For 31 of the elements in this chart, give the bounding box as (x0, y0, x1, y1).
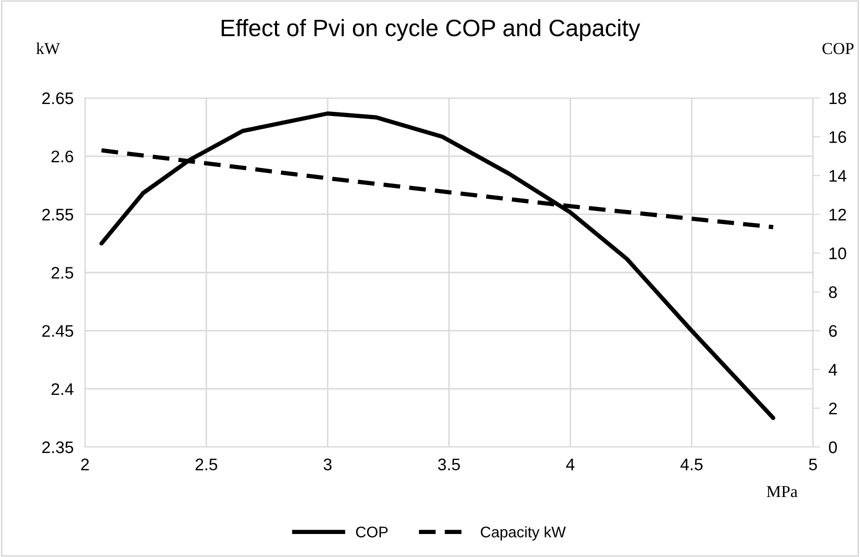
x-tick-label: 3 (324, 458, 332, 470)
x-tick-label: 4.5 (680, 458, 703, 470)
y-tick-label: 2.55 (42, 208, 74, 221)
chart-title: Effect of Pvi on cycle COP and Capacity (222, 18, 640, 42)
x-tick-label: 2.5 (196, 458, 218, 470)
y-tick-label: 2.35 (42, 441, 74, 454)
y2-tick-label: 4 (828, 364, 838, 376)
y-tick-label: 2.5 (52, 266, 74, 279)
legend-label: COP (356, 526, 388, 538)
y2-tick-label: 6 (829, 325, 837, 337)
y2-tick-label: 14 (830, 170, 846, 182)
y2-tick-label: 2 (829, 402, 837, 414)
y-tick-label: 2.65 (42, 92, 74, 104)
y2-tick-label: 18 (830, 92, 846, 104)
y2-tick-label: 16 (830, 131, 846, 143)
x-axis-title: MPa (766, 486, 798, 498)
x-tick-label: 2 (81, 458, 89, 470)
y-axis-title: kW (36, 42, 60, 54)
x-tick-label: 4 (566, 458, 574, 470)
y2-tick-label: 12 (830, 208, 846, 220)
x-tick-label: 5 (809, 458, 817, 470)
y2-tick-label: 8 (829, 286, 837, 298)
x-tick-label: 3.5 (438, 458, 460, 470)
y-tick-label: 2.6 (52, 150, 74, 162)
y2-tick-label: 0 (828, 441, 837, 454)
y-tick-label: 2.45 (42, 325, 74, 337)
y2-tick-label: 10 (830, 248, 846, 260)
line-series (99, 111, 776, 420)
y-tick-label: 2.4 (52, 383, 74, 395)
y2-axis-title: COP (822, 42, 854, 54)
legend-label: Capacity kW (480, 526, 566, 540)
